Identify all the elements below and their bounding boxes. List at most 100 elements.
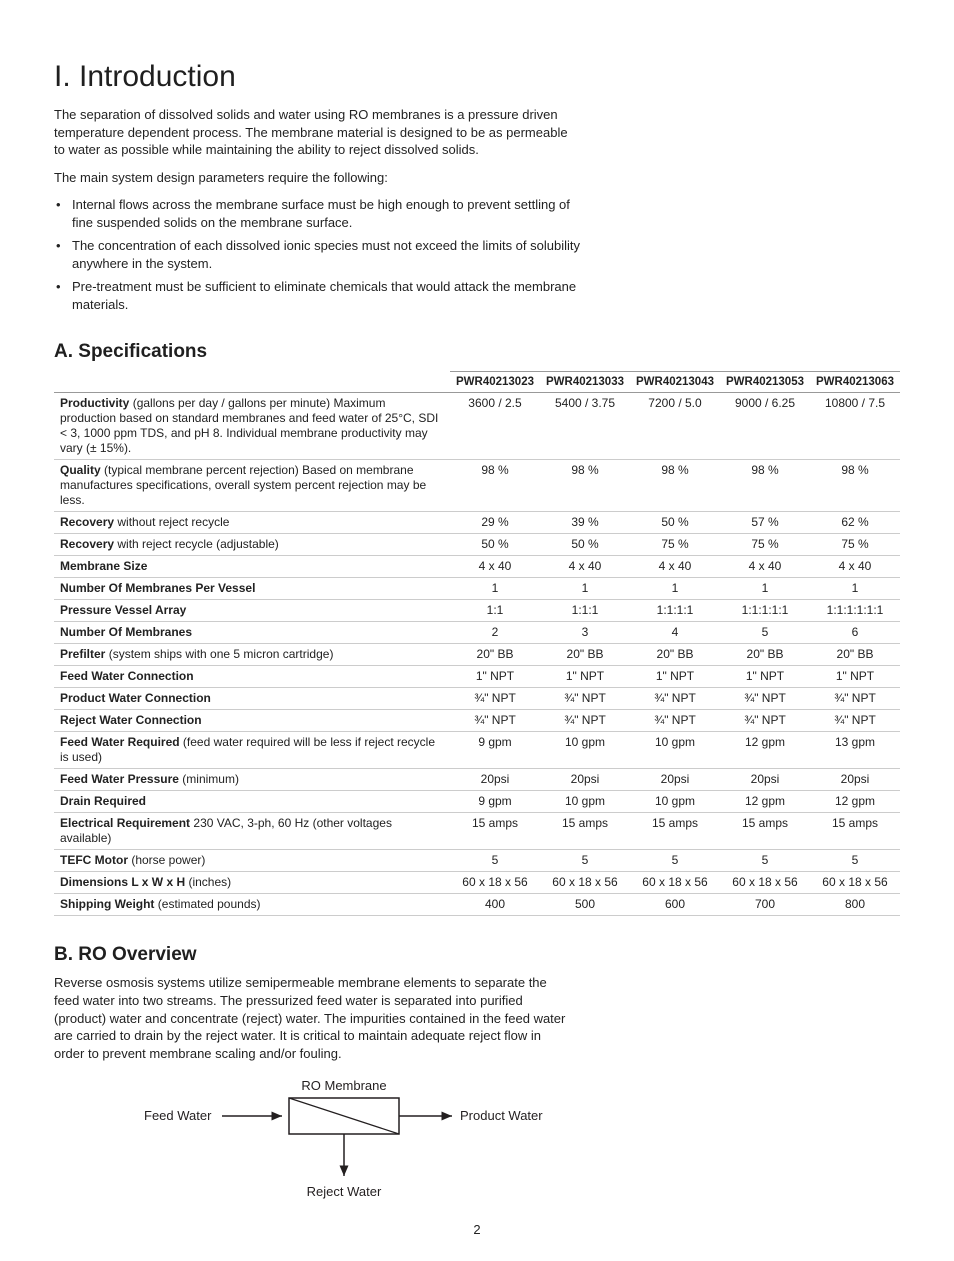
row-value: 500 bbox=[540, 894, 630, 916]
table-row: Pressure Vessel Array1:11:1:11:1:1:11:1:… bbox=[54, 600, 900, 622]
intro-bullets: Internal flows across the membrane surfa… bbox=[54, 196, 588, 313]
row-value: 57 % bbox=[720, 512, 810, 534]
table-row: Number Of Membranes Per Vessel11111 bbox=[54, 578, 900, 600]
row-label-bold: Product Water Connection bbox=[60, 691, 211, 705]
row-value: 98 % bbox=[630, 460, 720, 512]
row-label: Quality (typical membrane percent reject… bbox=[54, 460, 450, 512]
section-title: I. Introduction bbox=[54, 60, 900, 94]
row-value: 10 gpm bbox=[630, 732, 720, 769]
row-label: Dimensions L x W x H (inches) bbox=[54, 872, 450, 894]
row-value: 9 gpm bbox=[450, 732, 540, 769]
row-value: ¾" NPT bbox=[720, 710, 810, 732]
row-value: 15 amps bbox=[810, 813, 900, 850]
row-value: 98 % bbox=[540, 460, 630, 512]
row-value: 39 % bbox=[540, 512, 630, 534]
row-value: 60 x 18 x 56 bbox=[630, 872, 720, 894]
row-value: 1" NPT bbox=[450, 666, 540, 688]
row-label-bold: Feed Water Pressure bbox=[60, 772, 179, 786]
row-value: 60 x 18 x 56 bbox=[810, 872, 900, 894]
diagram-right-label: Product Water bbox=[460, 1108, 543, 1123]
row-value: 4 bbox=[630, 622, 720, 644]
row-value: 5 bbox=[450, 850, 540, 872]
row-value: 1 bbox=[630, 578, 720, 600]
row-value: 1:1:1:1:1 bbox=[720, 600, 810, 622]
row-value: 5 bbox=[720, 622, 810, 644]
row-value: 4 x 40 bbox=[630, 556, 720, 578]
row-value: 1:1:1 bbox=[540, 600, 630, 622]
row-value: 6 bbox=[810, 622, 900, 644]
row-label-bold: Productivity bbox=[60, 396, 129, 410]
row-value: 5400 / 3.75 bbox=[540, 393, 630, 460]
table-row: Quality (typical membrane percent reject… bbox=[54, 460, 900, 512]
row-label-bold: Reject Water Connection bbox=[60, 713, 202, 727]
row-value: 10 gpm bbox=[540, 732, 630, 769]
row-value: ¾" NPT bbox=[810, 710, 900, 732]
row-label-bold: Number Of Membranes bbox=[60, 625, 192, 639]
row-value: 20" BB bbox=[540, 644, 630, 666]
bullet-item: Internal flows across the membrane surfa… bbox=[68, 196, 588, 231]
row-value: 15 amps bbox=[630, 813, 720, 850]
row-value: 5 bbox=[720, 850, 810, 872]
table-row: Shipping Weight (estimated pounds)400500… bbox=[54, 894, 900, 916]
row-label-rest: (estimated pounds) bbox=[154, 897, 260, 911]
row-label-rest: with reject recycle (adjustable) bbox=[114, 537, 279, 551]
table-row: Productivity (gallons per day / gallons … bbox=[54, 393, 900, 460]
row-value: 20psi bbox=[450, 769, 540, 791]
row-value: 98 % bbox=[720, 460, 810, 512]
row-value: 20psi bbox=[540, 769, 630, 791]
row-label: Number Of Membranes bbox=[54, 622, 450, 644]
overview-para: Reverse osmosis systems utilize semiperm… bbox=[54, 974, 574, 1062]
table-row: Feed Water Pressure (minimum)20psi20psi2… bbox=[54, 769, 900, 791]
row-value: 62 % bbox=[810, 512, 900, 534]
row-value: 600 bbox=[630, 894, 720, 916]
bullet-item: The concentration of each dissolved ioni… bbox=[68, 237, 588, 272]
row-label-bold: Recovery bbox=[60, 537, 114, 551]
row-value: ¾" NPT bbox=[450, 710, 540, 732]
table-row: Number Of Membranes23456 bbox=[54, 622, 900, 644]
row-value: ¾" NPT bbox=[810, 688, 900, 710]
row-label-bold: Membrane Size bbox=[60, 559, 147, 573]
row-value: 4 x 40 bbox=[450, 556, 540, 578]
row-value: 20psi bbox=[720, 769, 810, 791]
row-value: ¾" NPT bbox=[630, 710, 720, 732]
overview-title: B. RO Overview bbox=[54, 944, 900, 966]
row-value: 29 % bbox=[450, 512, 540, 534]
row-label-bold: Feed Water Connection bbox=[60, 669, 194, 683]
row-value: 15 amps bbox=[540, 813, 630, 850]
row-label: TEFC Motor (horse power) bbox=[54, 850, 450, 872]
row-value: 50 % bbox=[540, 534, 630, 556]
row-value: 1 bbox=[720, 578, 810, 600]
ro-diagram-svg: RO Membrane Feed Water Product Water Rej… bbox=[134, 1076, 554, 1216]
table-header: PWR40213033 bbox=[540, 372, 630, 393]
row-value: 20" BB bbox=[450, 644, 540, 666]
row-value: 1:1 bbox=[450, 600, 540, 622]
row-value: 20" BB bbox=[630, 644, 720, 666]
row-value: 50 % bbox=[630, 512, 720, 534]
row-label-bold: Number Of Membranes Per Vessel bbox=[60, 581, 255, 595]
row-label: Productivity (gallons per day / gallons … bbox=[54, 393, 450, 460]
table-header: PWR40213053 bbox=[720, 372, 810, 393]
row-value: 75 % bbox=[810, 534, 900, 556]
specs-table: PWR40213023 PWR40213033 PWR40213043 PWR4… bbox=[54, 371, 900, 916]
row-value: 1 bbox=[540, 578, 630, 600]
row-label: Shipping Weight (estimated pounds) bbox=[54, 894, 450, 916]
intro-para-2: The main system design parameters requir… bbox=[54, 169, 574, 187]
row-value: 1:1:1:1:1:1 bbox=[810, 600, 900, 622]
row-value: 15 amps bbox=[450, 813, 540, 850]
row-value: ¾" NPT bbox=[630, 688, 720, 710]
row-value: 5 bbox=[540, 850, 630, 872]
row-value: 12 gpm bbox=[810, 791, 900, 813]
row-value: 10800 / 7.5 bbox=[810, 393, 900, 460]
row-label: Product Water Connection bbox=[54, 688, 450, 710]
row-value: 1 bbox=[810, 578, 900, 600]
table-header: PWR40213043 bbox=[630, 372, 720, 393]
row-value: 13 gpm bbox=[810, 732, 900, 769]
row-value: 400 bbox=[450, 894, 540, 916]
table-row: Reject Water Connection¾" NPT¾" NPT¾" NP… bbox=[54, 710, 900, 732]
row-label-bold: Quality bbox=[60, 463, 101, 477]
intro-para-1: The separation of dissolved solids and w… bbox=[54, 106, 574, 159]
bullet-item: Pre-treatment must be sufficient to elim… bbox=[68, 278, 588, 313]
row-value: 20" BB bbox=[810, 644, 900, 666]
diagram-bottom-label: Reject Water bbox=[307, 1184, 382, 1199]
ro-diagram: RO Membrane Feed Water Product Water Rej… bbox=[134, 1076, 900, 1221]
